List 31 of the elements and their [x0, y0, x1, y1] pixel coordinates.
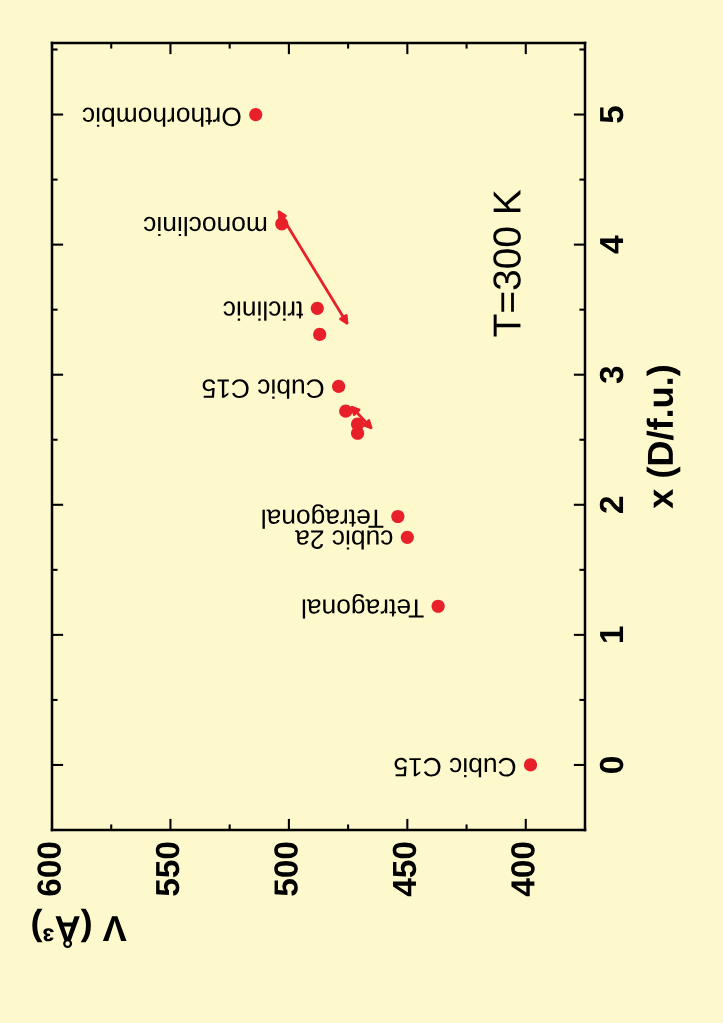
annotation: Tetragonal: [302, 593, 424, 619]
x-axis-title: V (Å³): [32, 908, 127, 949]
point: [332, 379, 346, 394]
point: [313, 327, 327, 341]
point: [431, 599, 445, 613]
point: [249, 107, 263, 122]
annotation: T=300 K: [493, 189, 521, 337]
point: [391, 509, 405, 524]
y-tick-label: 1: [600, 626, 624, 643]
y-tick-label: 3: [599, 366, 624, 384]
point: [310, 301, 324, 315]
point: [523, 758, 538, 772]
y-axis-title: x (D/f.u.): [646, 366, 681, 509]
x-tick-label: 500: [274, 842, 298, 896]
y-tick-label: 5: [600, 106, 624, 123]
x-tick-label: 600: [37, 842, 61, 896]
point: [400, 530, 414, 544]
annotation: Orthorhombic: [82, 107, 241, 127]
y-tick-label: 2: [599, 496, 624, 513]
annotation: Cubic C15: [394, 757, 516, 778]
annotation: Cubic C15: [202, 379, 324, 399]
point: [339, 404, 353, 418]
x-tick-label: 450: [392, 842, 417, 897]
x-tick-label: 400: [511, 842, 535, 897]
y-tick-label: 0: [599, 757, 624, 773]
y-tick-label: 4: [600, 235, 624, 254]
x-tick-label: 550: [155, 842, 180, 896]
annotation: triclinic: [223, 301, 304, 321]
annotation: monoclinic: [143, 216, 267, 237]
annotation: cubic 2a: [295, 530, 393, 550]
annotation: Tetragonal: [262, 504, 384, 529]
